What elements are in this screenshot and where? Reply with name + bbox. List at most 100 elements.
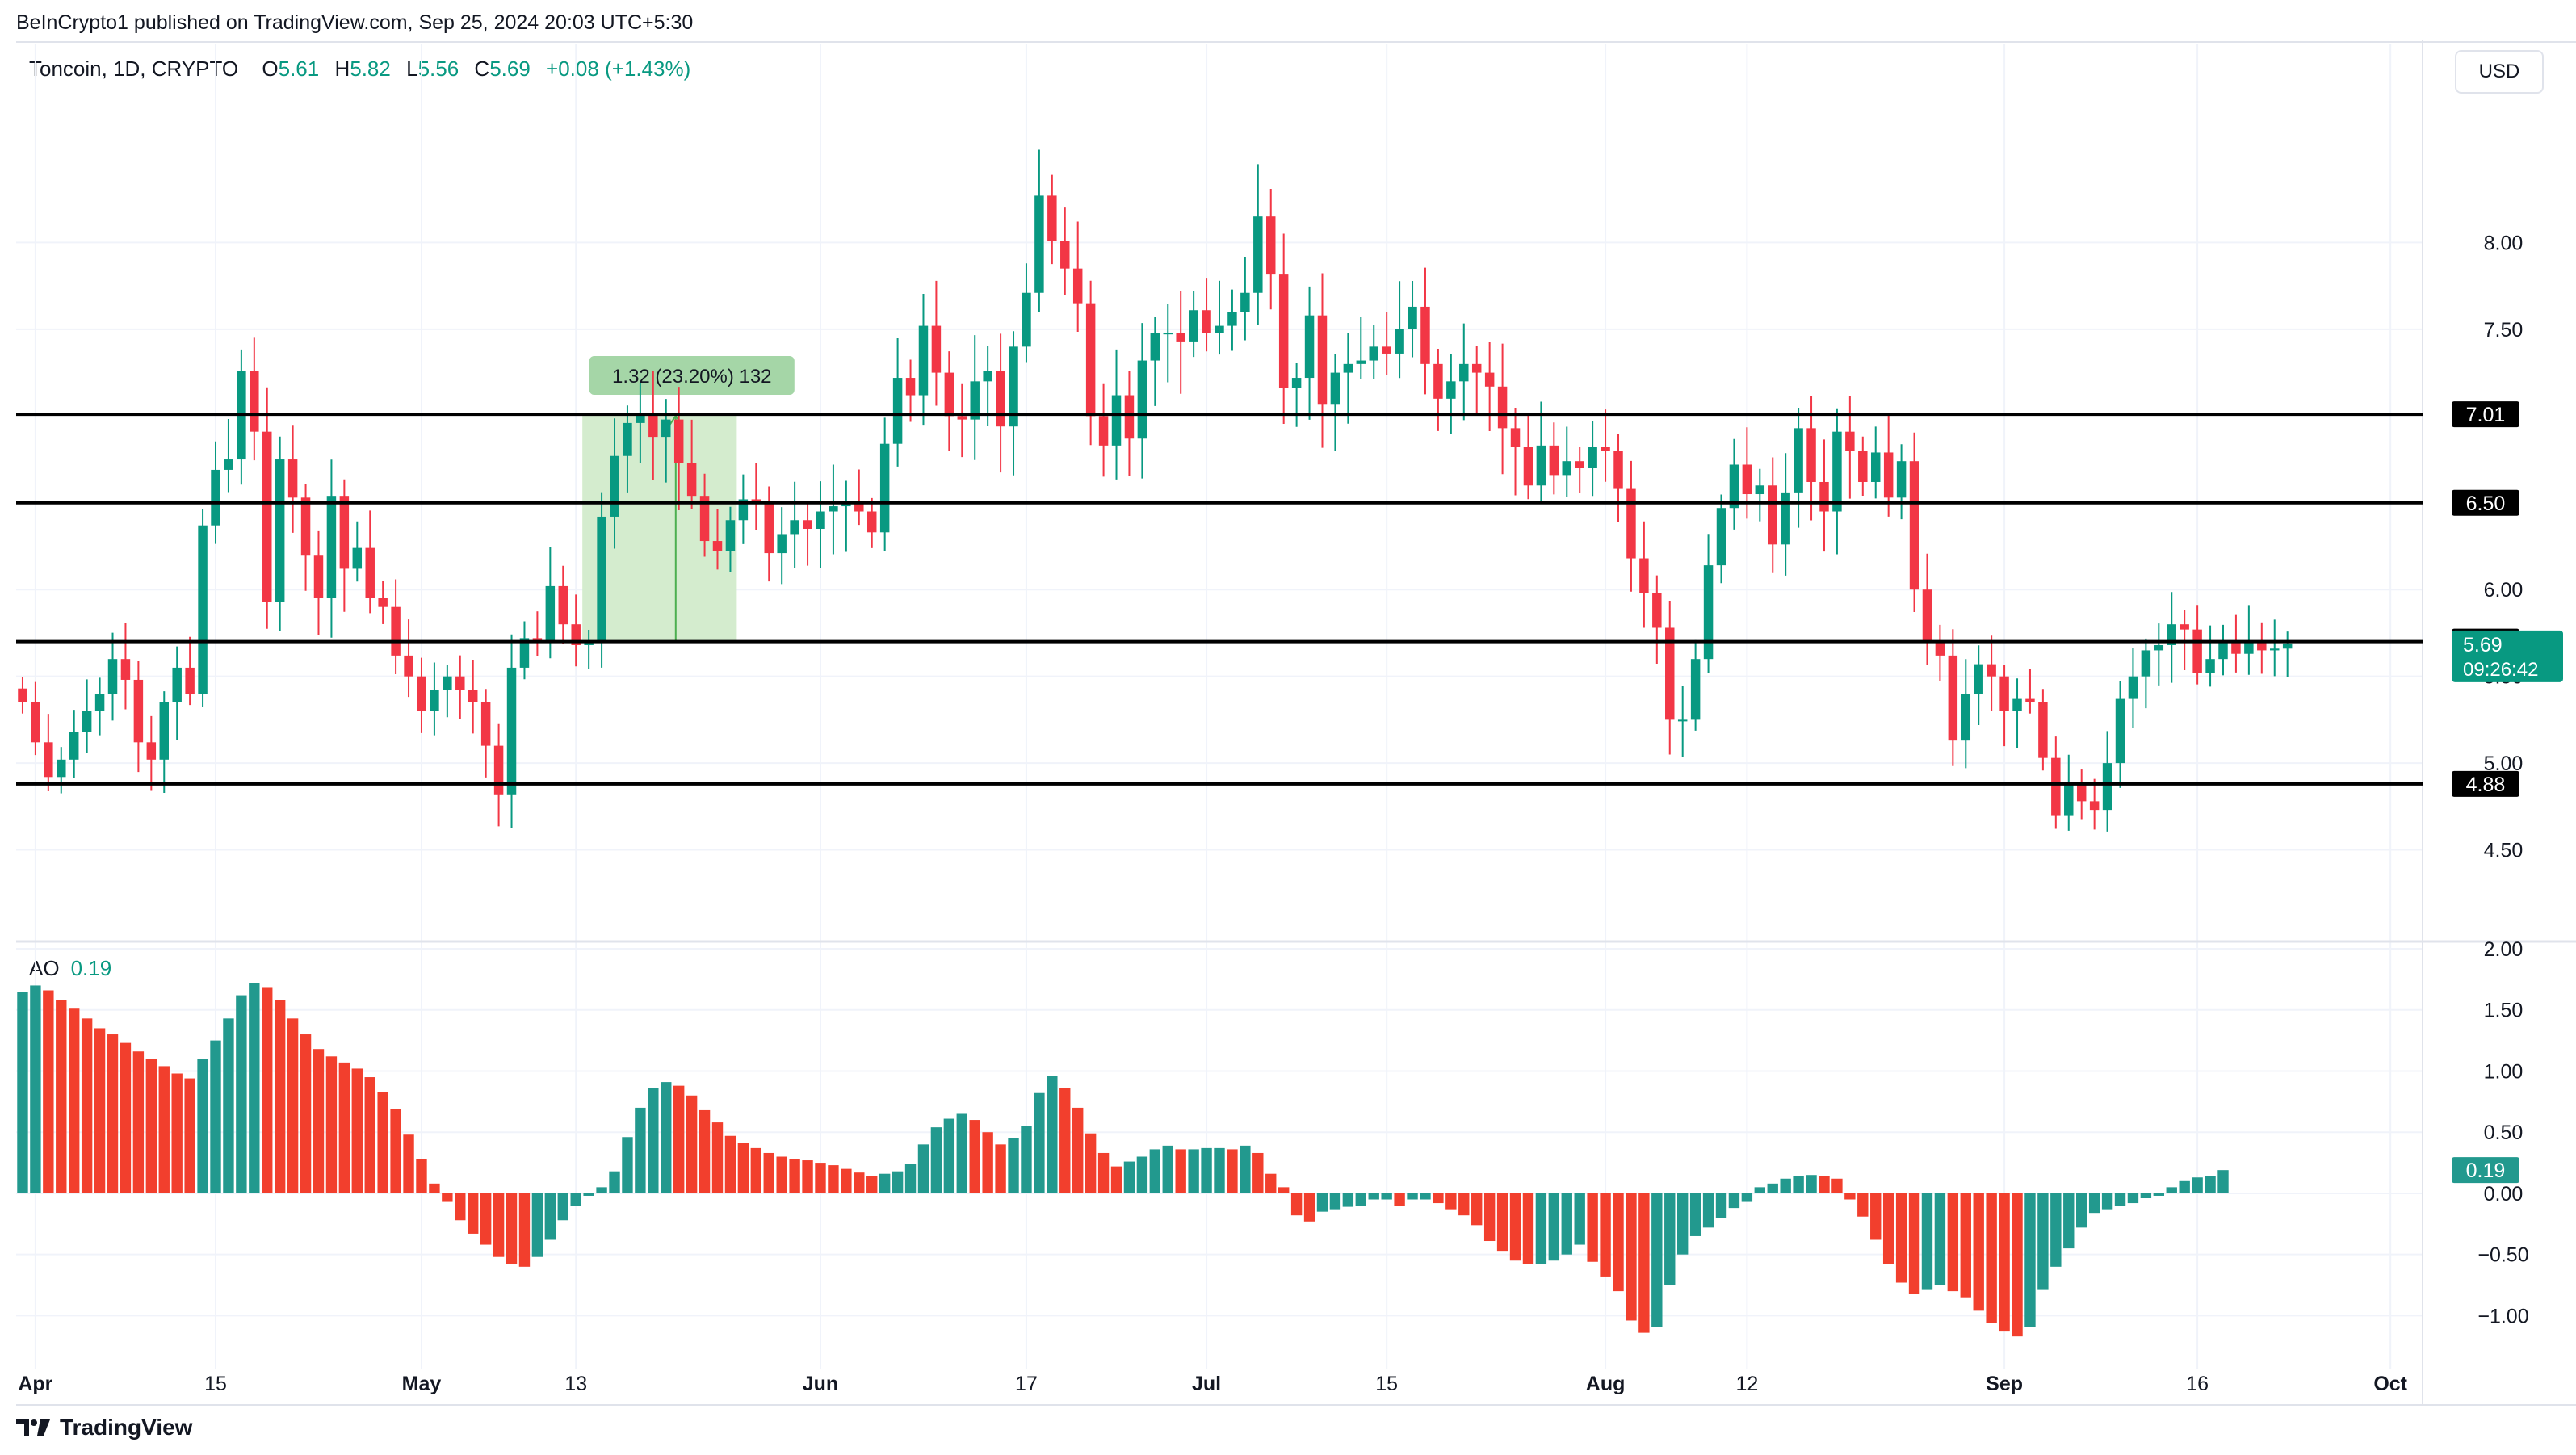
currency-button[interactable]: USD [2455, 50, 2544, 94]
candle-body [1626, 488, 1636, 559]
candle-body [1047, 195, 1057, 241]
ao-bar [1587, 1193, 1598, 1262]
ao-bar [1947, 1193, 1959, 1292]
candle [2180, 610, 2189, 670]
candle-body [2231, 641, 2241, 654]
candle [2025, 669, 2035, 714]
ao-bar [892, 1171, 904, 1193]
price-axis[interactable]: 4.505.005.506.007.508.007.016.505.704.88… [2452, 232, 2563, 862]
ao-bar [1252, 1152, 1264, 1193]
ao-bar [107, 1034, 119, 1193]
candle-body [262, 431, 272, 602]
candle-body [1304, 315, 1315, 379]
ao-bar [1664, 1193, 1676, 1285]
ao-bar [518, 1193, 531, 1267]
candle [1896, 444, 1907, 520]
candle-body [686, 463, 697, 497]
candle-body [1575, 461, 1584, 468]
candle-body [1549, 445, 1559, 476]
candle [1433, 349, 1443, 431]
ao-bar [904, 1164, 917, 1193]
candle [712, 509, 723, 570]
ao-bar [1162, 1145, 1173, 1193]
candle-body [1781, 492, 1790, 545]
time-axis[interactable]: Apr 15 May 13 Jun 17 Jul 15 Aug 12 Sep 16 Oct [18, 1373, 2407, 1395]
candle-body [1935, 641, 1945, 656]
candle-body [455, 676, 465, 690]
ao-bar [995, 1144, 1006, 1193]
candle-body [1858, 451, 1868, 482]
ao-bar [879, 1173, 891, 1193]
ao-bar [763, 1152, 774, 1193]
price-tick-label: 8.00 [2484, 232, 2524, 254]
candle-body [443, 676, 452, 690]
ao-bar [1483, 1193, 1496, 1242]
candle [2205, 625, 2215, 687]
ao-bar [1420, 1193, 1431, 1200]
ao-bar [635, 1107, 646, 1193]
ao-bar [1819, 1176, 1830, 1193]
ao-bar [1355, 1193, 1366, 1206]
symbol-title: Toncoin, 1D, CRYPTO [29, 57, 239, 81]
candle-body [803, 520, 812, 529]
ao-bar [789, 1159, 800, 1193]
candle [275, 436, 285, 631]
candle [1471, 346, 1482, 415]
time-tick-label: 12 [1735, 1373, 1758, 1395]
candle [352, 521, 363, 582]
ao-axis[interactable]: 2.00 1.50 1.00 0.50 0.00 −0.50 −1.00 0.19 [2452, 938, 2529, 1327]
ao-bar [1381, 1193, 1392, 1200]
ao-bar [1342, 1193, 1354, 1207]
ao-bar [249, 983, 260, 1193]
candle-body [120, 659, 131, 680]
candle [1781, 453, 1790, 576]
ao-histogram [17, 983, 2229, 1337]
ao-bar [351, 1068, 363, 1193]
candle [1883, 414, 1894, 517]
candle-body [468, 690, 478, 702]
candle-body [1163, 333, 1173, 335]
tradingview-logo[interactable]: TradingView [16, 1415, 192, 1440]
candle [2218, 624, 2228, 676]
ao-bar [2114, 1193, 2126, 1206]
candle [1215, 280, 1224, 355]
time-tick-label: Oct [2373, 1373, 2407, 1395]
ao-bar [1806, 1175, 1817, 1193]
candle-body [1034, 195, 1044, 293]
candle-body [224, 459, 233, 470]
measure-box [582, 413, 737, 642]
candle-body [790, 520, 799, 535]
candle [1137, 323, 1147, 479]
candle-body [107, 659, 118, 694]
candle [1253, 164, 1263, 325]
candle [854, 469, 864, 526]
candle-body [2282, 643, 2293, 649]
ao-bar [1110, 1166, 1122, 1193]
price-tick-label: 6.00 [2484, 579, 2524, 602]
candle-body [82, 711, 92, 732]
candle [211, 441, 220, 544]
ao-bar [262, 987, 273, 1193]
ao-bar [1123, 1161, 1135, 1193]
candle-body [1176, 333, 1185, 342]
candle [468, 660, 478, 734]
candle-body [545, 585, 556, 642]
candle-body [558, 585, 568, 625]
ao-bar [2127, 1193, 2139, 1204]
candle-body [1665, 627, 1675, 720]
candle [764, 486, 774, 582]
candle [2128, 648, 2138, 728]
ao-bar [2192, 1177, 2203, 1193]
low-value: 5.56 [417, 57, 459, 81]
time-tick-label: 16 [2186, 1373, 2209, 1395]
candle [185, 636, 195, 706]
candle-body [1369, 346, 1378, 361]
candle [725, 506, 736, 572]
ao-bar [1214, 1147, 1225, 1193]
candle [532, 611, 543, 656]
ao-bar [184, 1078, 195, 1193]
candle-body [352, 547, 363, 569]
candle-body [1124, 395, 1135, 439]
ao-bar [982, 1132, 993, 1193]
